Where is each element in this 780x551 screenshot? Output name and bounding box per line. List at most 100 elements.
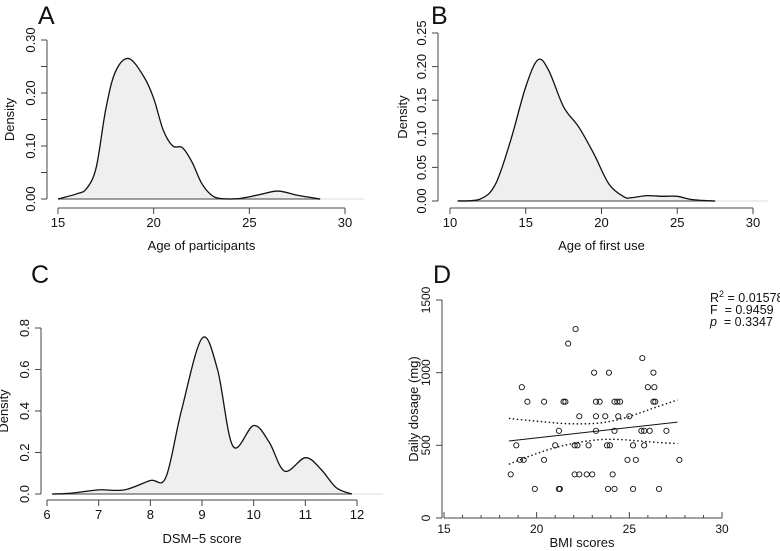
scatter-point [604, 442, 611, 449]
scatter-point [555, 427, 562, 434]
scatter-point [651, 384, 658, 391]
scatter-point [646, 427, 653, 434]
scatter-point [571, 471, 578, 478]
x-tick-label: 25 [242, 215, 256, 230]
y-tick-label: 1500 [419, 286, 433, 313]
scatter-point [604, 485, 612, 492]
x-tick-label: 25 [670, 215, 684, 230]
x-tick-label: 15 [51, 215, 65, 230]
panel-c: 0.0 0.2 0.4 0.6 0.8 6 7 8 9 10 11 12 DSM−5 score Dens… [0, 319, 383, 546]
stats-annotation: R2 = 0.01578 F = 0.9459 p = 0.3347 [709, 289, 780, 329]
r2-sup: 2 [719, 289, 724, 299]
scatter-point [614, 398, 621, 405]
scatter-point [565, 340, 572, 347]
y-tick-label: 500 [419, 435, 433, 455]
x-tick-label: 25 [623, 522, 637, 536]
x-tick-label: 7 [95, 507, 102, 522]
scatter-point [589, 471, 596, 478]
scatter-point [624, 456, 631, 463]
scatter-point [615, 413, 622, 420]
scatter-point [644, 384, 651, 391]
y-tick-label: 0.15 [414, 88, 429, 113]
scatter-point [605, 369, 612, 376]
x-tick-label: 15 [437, 522, 451, 536]
y-tick-label: 0.00 [414, 188, 429, 213]
f-value: = 0.9459 [718, 303, 774, 317]
scatter-point [562, 398, 569, 405]
scatter-point [676, 456, 683, 463]
y-tick-label: 0 [419, 514, 433, 521]
scatter-point [585, 442, 592, 449]
panel-label-a: A [38, 2, 55, 30]
density-fill [52, 336, 352, 494]
scatter-point [650, 398, 657, 405]
scatter-point [531, 485, 538, 492]
y-tick-label: 0.10 [23, 133, 38, 158]
y-tick-label: 0.0 [17, 485, 32, 503]
y-tick-label: 0.10 [414, 121, 429, 146]
y-tick-label: 0.2 [17, 443, 32, 461]
panel-label-c: C [31, 261, 49, 289]
y-axis-label: Density [2, 97, 17, 141]
x-tick-label: 9 [198, 507, 205, 522]
scatter-point [626, 413, 633, 420]
scatter-point [592, 398, 600, 405]
x-tick-label: 20 [146, 215, 160, 230]
y-axis-label: Daily dosage (mg) [406, 356, 421, 462]
x-tick-label: 12 [350, 507, 364, 522]
panel-b: 0.00 0.05 0.10 0.15 0.20 0.25 10 15 20 25 30 Age of… [395, 20, 769, 253]
density-fill [58, 58, 321, 199]
x-tick-label: 6 [43, 507, 50, 522]
scatter-point [592, 427, 600, 434]
panel-label-b: B [431, 2, 448, 30]
y-tick-label: 1000 [419, 359, 433, 386]
panel-a: 0.00 0.10 0.20 0.30 15 20 25 30 Age of participa… [2, 27, 365, 253]
x-tick-label: 8 [147, 507, 154, 522]
scatter-point [524, 398, 531, 405]
x-tick-label: 11 [299, 507, 313, 522]
x-tick-label: 15 [519, 215, 533, 230]
scatter-point [560, 398, 567, 405]
scatter-point [609, 471, 616, 478]
x-tick-label: 30 [338, 215, 352, 230]
scatter-point [638, 427, 645, 434]
scatter-point [606, 442, 613, 449]
scatter-point [655, 485, 663, 492]
scatter-point [611, 427, 618, 434]
scatter-point [576, 471, 583, 478]
scatter-point [650, 369, 657, 376]
y-tick-label: 0.25 [414, 20, 429, 45]
scatter-point [520, 456, 527, 463]
ci-upper-line [508, 399, 678, 425]
scatter-point [513, 442, 520, 449]
x-axis-label: BMI scores [549, 535, 615, 550]
svg-text:p = 0.3347: p = 0.3347 [709, 315, 773, 329]
ci-lower-line [508, 438, 678, 465]
scatter-point [574, 442, 581, 449]
x-axis-label: Age of participants [148, 238, 256, 253]
svg-text:F = 0.9459: F = 0.9459 [710, 303, 774, 317]
y-tick-label: 0.20 [23, 80, 38, 105]
y-tick-label: 0.00 [23, 186, 38, 211]
y-axis-label: Density [395, 95, 410, 139]
f-label: F [710, 303, 718, 317]
x-tick-label: 10 [246, 507, 260, 522]
scatter-point [556, 485, 563, 492]
y-tick-label: 0.6 [17, 360, 32, 378]
scatter-point [663, 427, 670, 434]
r2-value: = 0.01578 [724, 291, 780, 305]
x-tick-label: 30 [746, 215, 760, 230]
scatter-point [652, 398, 659, 405]
scatter-point [516, 456, 524, 463]
scatter-point [518, 384, 525, 391]
x-tick-label: 30 [715, 522, 729, 536]
scatter-point [572, 326, 579, 333]
scatter-point [583, 471, 590, 478]
panel-d: 0 500 1000 1500 15 20 25 30 BMI scores Daily dosa… [406, 286, 729, 550]
scatter-point [629, 442, 637, 449]
x-tick-label: 20 [530, 522, 544, 536]
y-tick-label: 0.8 [17, 319, 32, 337]
panel-label-d: D [433, 261, 451, 289]
density-curve [52, 336, 353, 495]
